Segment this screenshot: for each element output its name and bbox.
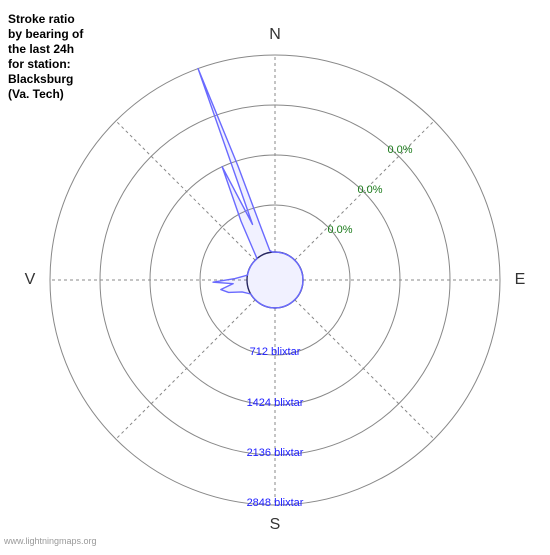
pct-label-0: 0.0%: [327, 224, 352, 236]
chart-title: Stroke ratio by bearing of the last 24h …: [8, 12, 83, 102]
pct-label-2: 0.0%: [387, 144, 412, 156]
blix-label-2: 2136 blixtar: [247, 447, 304, 459]
compass-v: V: [25, 271, 36, 289]
compass-e: E: [515, 271, 526, 289]
pct-label-1: 0.0%: [357, 184, 382, 196]
compass-n: N: [269, 26, 281, 44]
polar-chart: Stroke ratio by bearing of the last 24h …: [0, 0, 550, 550]
blix-label-0: 712 blixtar: [250, 346, 301, 358]
compass-s: S: [270, 516, 281, 534]
chart-footer: www.lightningmaps.org: [4, 536, 97, 546]
blix-label-1: 1424 blixtar: [247, 397, 304, 409]
blix-label-3: 2848 blixtar: [247, 497, 304, 509]
